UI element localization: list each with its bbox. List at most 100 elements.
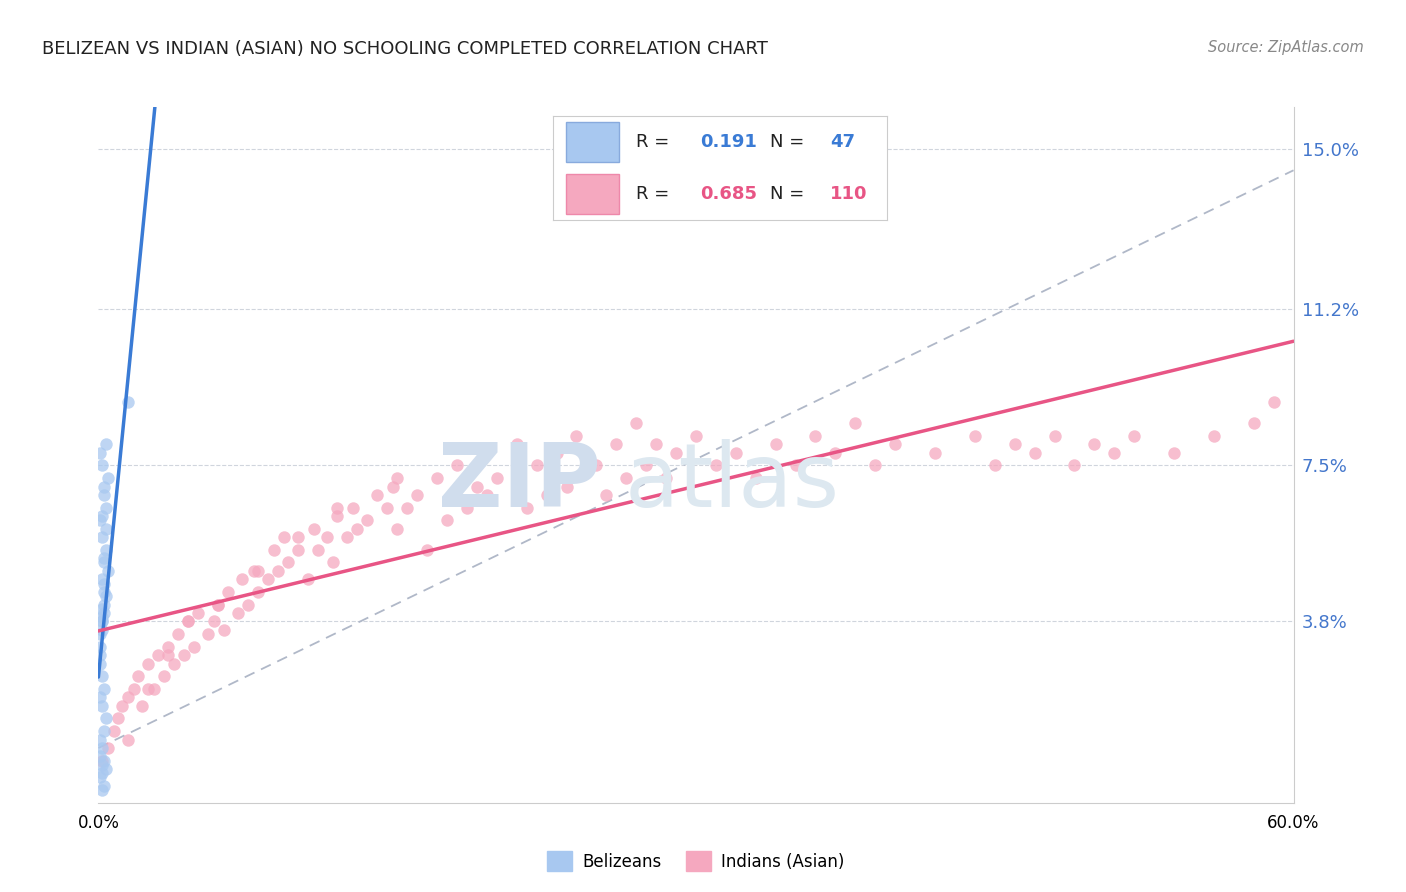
Legend: Belizeans, Indians (Asian): Belizeans, Indians (Asian) — [540, 845, 852, 878]
Point — [91, 757, 114, 772]
Point — [187, 606, 209, 620]
Point — [316, 530, 339, 544]
Point — [97, 471, 120, 485]
Point — [595, 488, 617, 502]
Text: N =: N = — [770, 133, 810, 151]
Text: Source: ZipAtlas.com: Source: ZipAtlas.com — [1208, 40, 1364, 55]
Point — [212, 623, 235, 637]
Text: R =: R = — [637, 186, 675, 203]
Point — [1263, 395, 1285, 409]
Point — [124, 681, 146, 696]
Point — [256, 572, 278, 586]
Point — [96, 542, 118, 557]
Point — [277, 556, 299, 570]
Point — [153, 669, 176, 683]
Point — [96, 522, 118, 536]
Point — [157, 640, 180, 654]
Point — [655, 471, 678, 485]
Point — [724, 446, 747, 460]
Point — [385, 471, 409, 485]
Point — [396, 500, 419, 515]
Point — [93, 606, 115, 620]
Point — [117, 690, 139, 705]
Point — [91, 783, 114, 797]
Point — [342, 500, 364, 515]
Point — [97, 564, 120, 578]
Point — [326, 500, 349, 515]
Point — [96, 711, 118, 725]
Point — [863, 458, 887, 473]
Text: 0.191: 0.191 — [700, 133, 756, 151]
Point — [89, 627, 111, 641]
Point — [246, 585, 269, 599]
Point — [167, 627, 190, 641]
Point — [89, 657, 111, 671]
Point — [91, 741, 114, 756]
Point — [183, 640, 205, 654]
Point — [89, 771, 111, 785]
Point — [1202, 429, 1225, 443]
Point — [93, 585, 115, 599]
Point — [506, 437, 529, 451]
Point — [93, 681, 115, 696]
Point — [456, 500, 478, 515]
Point — [614, 471, 637, 485]
Point — [844, 417, 866, 431]
Point — [96, 500, 118, 515]
Point — [685, 429, 707, 443]
Point — [93, 598, 115, 612]
Point — [89, 640, 111, 654]
Point — [143, 681, 166, 696]
Point — [385, 522, 409, 536]
Point — [117, 732, 139, 747]
Point — [267, 564, 290, 578]
Point — [626, 417, 648, 431]
Point — [89, 749, 111, 764]
Point — [824, 446, 846, 460]
Point — [89, 446, 111, 460]
Text: ZIP: ZIP — [437, 439, 600, 526]
Point — [127, 669, 149, 683]
Point — [585, 458, 607, 473]
Point — [177, 615, 200, 629]
Point — [485, 471, 508, 485]
Point — [197, 627, 219, 641]
Point — [307, 542, 329, 557]
Text: R =: R = — [637, 133, 675, 151]
Point — [1004, 437, 1026, 451]
Point — [96, 589, 118, 603]
Text: 110: 110 — [831, 186, 868, 203]
Point — [91, 615, 114, 629]
Point — [765, 437, 787, 451]
Point — [91, 669, 114, 683]
Point — [1063, 458, 1085, 473]
Point — [202, 615, 225, 629]
Text: atlas: atlas — [624, 439, 839, 526]
Text: 0.685: 0.685 — [700, 186, 756, 203]
Point — [91, 458, 114, 473]
Point — [1123, 429, 1146, 443]
Point — [91, 766, 114, 780]
Point — [745, 471, 768, 485]
Point — [231, 572, 253, 586]
Point — [91, 754, 114, 768]
Point — [111, 698, 134, 713]
Point — [287, 542, 309, 557]
Point — [173, 648, 195, 663]
Point — [91, 623, 114, 637]
Point — [273, 530, 295, 544]
Point — [346, 522, 368, 536]
Point — [89, 513, 111, 527]
Point — [263, 542, 285, 557]
Point — [91, 572, 114, 586]
FancyBboxPatch shape — [567, 175, 620, 214]
Point — [93, 779, 115, 793]
Point — [226, 606, 249, 620]
Point — [636, 458, 658, 473]
Point — [93, 556, 115, 570]
Point — [924, 446, 946, 460]
Point — [207, 598, 229, 612]
Point — [243, 564, 266, 578]
Point — [426, 471, 449, 485]
Point — [96, 437, 118, 451]
